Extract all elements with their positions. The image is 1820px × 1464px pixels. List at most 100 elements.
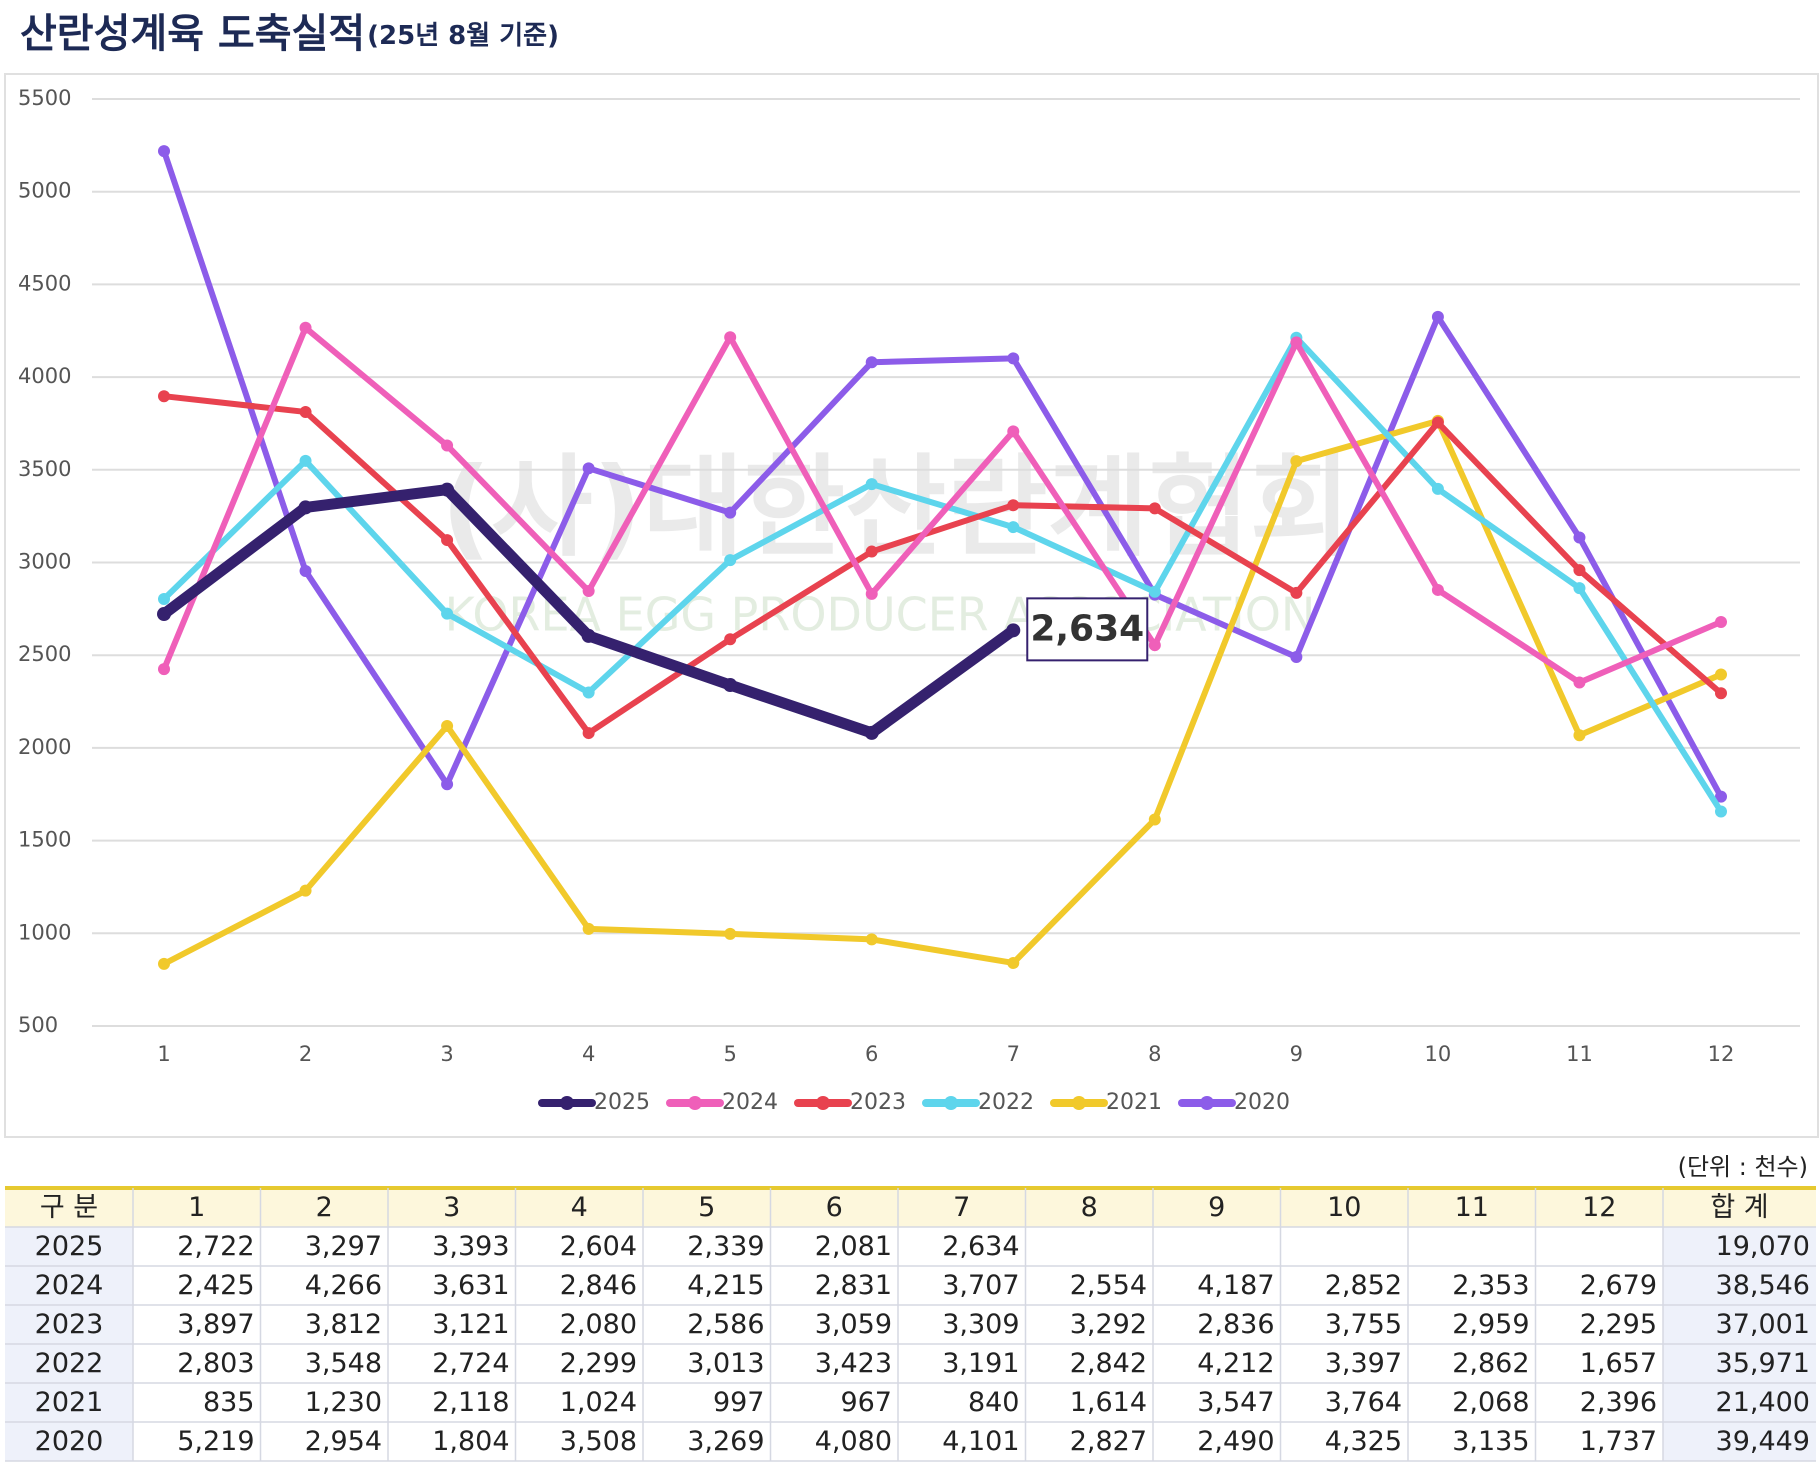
data-point bbox=[441, 534, 454, 547]
data-point bbox=[299, 321, 312, 334]
data-point bbox=[1573, 564, 1586, 577]
x-tick-label: 8 bbox=[1148, 1042, 1161, 1066]
series-line bbox=[161, 324, 1723, 686]
table-cell: 3,423 bbox=[815, 1348, 892, 1379]
table-cell: 4,266 bbox=[305, 1270, 382, 1301]
row-label: 2024 bbox=[35, 1270, 104, 1301]
data-point bbox=[582, 462, 595, 475]
legend-label: 2021 bbox=[1106, 1090, 1162, 1115]
table-cell: 1,657 bbox=[1580, 1348, 1657, 1379]
data-point bbox=[582, 922, 595, 935]
table-cell: 2,852 bbox=[1325, 1270, 1402, 1301]
watermark: (사)대한산란계협회 bbox=[441, 443, 1351, 571]
table-cell: 3,013 bbox=[687, 1348, 764, 1379]
data-point bbox=[1431, 310, 1444, 323]
table-cell: 2,425 bbox=[177, 1270, 254, 1301]
data-point bbox=[440, 482, 455, 497]
x-tick-label: 4 bbox=[582, 1042, 595, 1066]
y-tick-label: 5500 bbox=[18, 86, 71, 110]
table-cell: 3,897 bbox=[177, 1309, 254, 1340]
table-cell: 1,230 bbox=[305, 1387, 382, 1418]
y-tick-label: 3000 bbox=[18, 550, 71, 574]
data-point bbox=[724, 633, 737, 646]
table-header: 4 bbox=[571, 1192, 588, 1223]
chart-title: 산란성계육 도축실적(25년 8월 기준) bbox=[20, 11, 559, 57]
table-cell: 2,081 bbox=[815, 1231, 892, 1262]
table-cell: 3,059 bbox=[815, 1309, 892, 1340]
data-point bbox=[1290, 336, 1303, 349]
data-point bbox=[865, 545, 878, 558]
data-point bbox=[1715, 668, 1727, 681]
x-tick-label: 3 bbox=[440, 1042, 453, 1066]
data-point bbox=[724, 331, 737, 344]
table-header: 3 bbox=[443, 1192, 460, 1223]
data-point bbox=[1148, 502, 1161, 515]
title: 산란성계육 도축실적 bbox=[20, 11, 365, 57]
y-tick-label: 4500 bbox=[18, 271, 71, 295]
y-tick-label: 3500 bbox=[18, 457, 71, 481]
data-point bbox=[865, 356, 878, 369]
table-cell: 1,737 bbox=[1580, 1426, 1657, 1457]
header-bg bbox=[5, 1188, 1816, 1227]
table-header: 1 bbox=[188, 1192, 205, 1223]
table-cell: 3,121 bbox=[432, 1309, 509, 1340]
table-cell: 2,862 bbox=[1452, 1348, 1529, 1379]
data-point bbox=[1715, 616, 1727, 629]
table-header: 9 bbox=[1208, 1192, 1225, 1223]
series-line bbox=[161, 334, 1724, 814]
y-tick-label: 5000 bbox=[18, 179, 71, 203]
table-cell: 3,755 bbox=[1325, 1309, 1402, 1340]
table-cell: 2,722 bbox=[177, 1231, 254, 1262]
table-cell: 2,831 bbox=[815, 1270, 892, 1301]
legend-dot bbox=[1072, 1096, 1086, 1110]
data-point bbox=[1290, 651, 1303, 664]
data-point bbox=[581, 628, 596, 643]
data-point bbox=[1148, 585, 1161, 598]
legend-label: 2025 bbox=[594, 1090, 650, 1115]
table-total: 39,449 bbox=[1716, 1426, 1810, 1457]
data-point bbox=[865, 933, 878, 946]
legend-dot bbox=[1200, 1096, 1214, 1110]
table-cell: 2,299 bbox=[560, 1348, 637, 1379]
table-cell: 3,309 bbox=[942, 1309, 1019, 1340]
table-cell: 1,024 bbox=[560, 1387, 637, 1418]
table-cell: 4,215 bbox=[687, 1270, 764, 1301]
table-total: 38,546 bbox=[1716, 1270, 1810, 1301]
table-total: 21,400 bbox=[1716, 1387, 1810, 1418]
data-point bbox=[441, 607, 454, 620]
data-point bbox=[158, 663, 170, 676]
table-cell: 3,297 bbox=[305, 1231, 382, 1262]
data-point bbox=[1573, 676, 1586, 689]
table-cell: 2,836 bbox=[1197, 1309, 1274, 1340]
table-cell: 2,724 bbox=[432, 1348, 509, 1379]
data-point bbox=[582, 727, 595, 740]
table-header: 12 bbox=[1582, 1192, 1616, 1223]
data-point bbox=[157, 607, 171, 622]
data-point bbox=[724, 554, 737, 567]
row-label: 2021 bbox=[35, 1387, 104, 1418]
data-point bbox=[1006, 623, 1021, 638]
data-point bbox=[1007, 499, 1020, 512]
x-tick-label: 9 bbox=[1290, 1042, 1303, 1066]
data-point bbox=[1290, 586, 1303, 599]
table-cell: 840 bbox=[968, 1387, 1020, 1418]
chart-frame bbox=[4, 73, 1819, 1138]
table-cell: 4,212 bbox=[1197, 1348, 1274, 1379]
table-cell: 3,135 bbox=[1452, 1426, 1529, 1457]
table-cell: 2,554 bbox=[1070, 1270, 1147, 1301]
data-point bbox=[1290, 455, 1303, 468]
y-tick-label: 4000 bbox=[18, 364, 71, 388]
table-header: 7 bbox=[953, 1192, 970, 1223]
data-point bbox=[1007, 956, 1020, 969]
data-point bbox=[441, 778, 454, 791]
data-point bbox=[299, 565, 312, 578]
data-point bbox=[1431, 416, 1444, 429]
x-tick-label: 11 bbox=[1566, 1042, 1593, 1066]
table-cell: 2,827 bbox=[1070, 1426, 1147, 1457]
table-total: 37,001 bbox=[1716, 1309, 1810, 1340]
legend-label: 2024 bbox=[722, 1090, 778, 1115]
table-cell: 967 bbox=[840, 1387, 892, 1418]
table-cell: 4,325 bbox=[1325, 1426, 1402, 1457]
table-total: 19,070 bbox=[1716, 1231, 1810, 1262]
